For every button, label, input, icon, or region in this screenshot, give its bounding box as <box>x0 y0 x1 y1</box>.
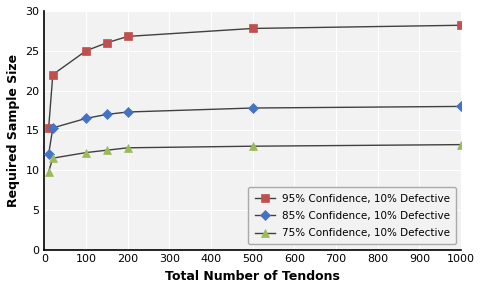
X-axis label: Total Number of Tendons: Total Number of Tendons <box>165 270 340 283</box>
75% Confidence, 10% Defective <box>125 146 131 150</box>
85% Confidence, 10% Defective <box>50 126 56 130</box>
75% Confidence, 10% Defective <box>104 148 110 152</box>
75% Confidence, 10% Defective <box>250 144 255 148</box>
95% Confidence, 10% Defective <box>458 23 464 27</box>
85% Confidence, 10% Defective <box>125 110 131 114</box>
85% Confidence, 10% Defective <box>83 117 89 120</box>
85% Confidence, 10% Defective <box>104 113 110 116</box>
85% Confidence, 10% Defective <box>458 105 464 108</box>
95% Confidence, 10% Defective <box>50 73 56 76</box>
85% Confidence, 10% Defective <box>46 153 52 156</box>
95% Confidence, 10% Defective <box>46 126 52 130</box>
Line: 95% Confidence, 10% Defective: 95% Confidence, 10% Defective <box>45 21 465 132</box>
85% Confidence, 10% Defective <box>250 106 255 110</box>
Line: 85% Confidence, 10% Defective: 85% Confidence, 10% Defective <box>45 103 465 158</box>
95% Confidence, 10% Defective <box>104 41 110 44</box>
Legend: 95% Confidence, 10% Defective, 85% Confidence, 10% Defective, 75% Confidence, 10: 95% Confidence, 10% Defective, 85% Confi… <box>248 187 456 244</box>
95% Confidence, 10% Defective <box>83 49 89 52</box>
75% Confidence, 10% Defective <box>83 151 89 154</box>
Y-axis label: Required Sample Size: Required Sample Size <box>7 54 20 207</box>
95% Confidence, 10% Defective <box>125 35 131 38</box>
95% Confidence, 10% Defective <box>250 27 255 30</box>
Line: 75% Confidence, 10% Defective: 75% Confidence, 10% Defective <box>45 141 465 175</box>
75% Confidence, 10% Defective <box>50 156 56 160</box>
75% Confidence, 10% Defective <box>46 170 52 173</box>
75% Confidence, 10% Defective <box>458 143 464 146</box>
